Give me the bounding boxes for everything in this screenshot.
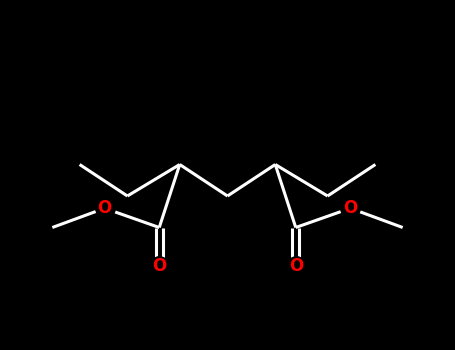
Text: O: O (152, 257, 167, 275)
Text: O: O (343, 199, 358, 217)
Text: O: O (97, 199, 112, 217)
Text: O: O (288, 257, 303, 275)
